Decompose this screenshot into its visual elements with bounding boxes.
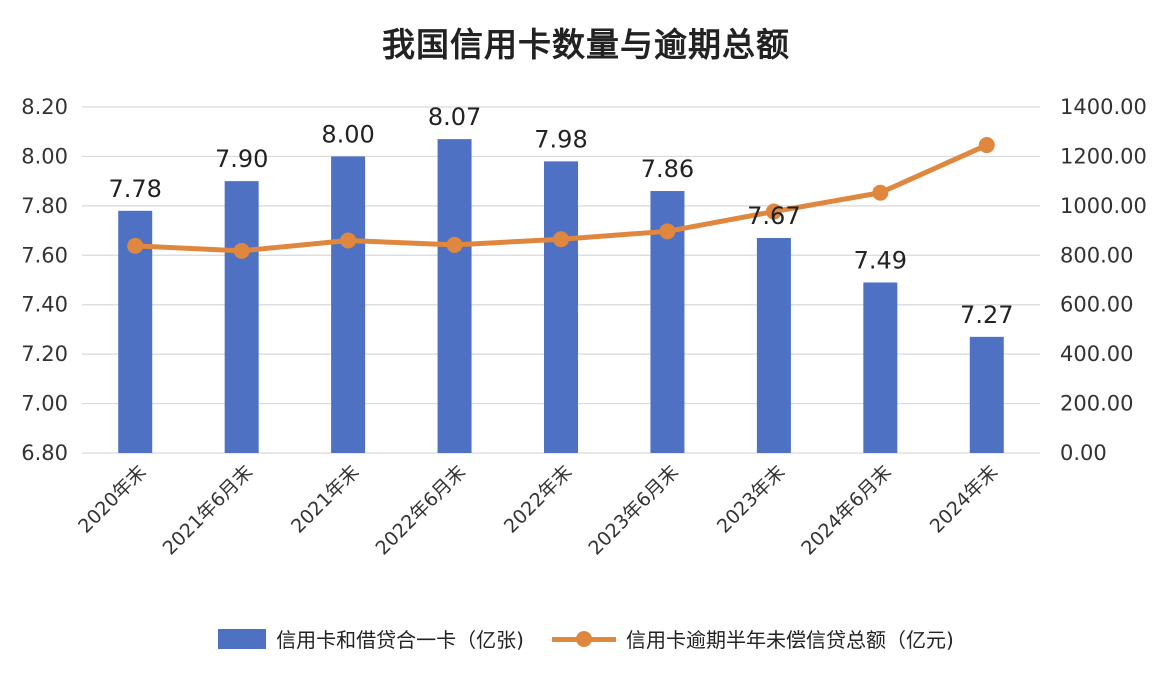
- overdue-point: [233, 242, 250, 259]
- y-right-tick-label: 800.00: [1060, 243, 1133, 267]
- bar: [437, 139, 472, 453]
- bar: [756, 237, 791, 453]
- overdue-point: [659, 223, 676, 240]
- legend-bar-swatch: [218, 628, 267, 649]
- x-tick-label: 2021年6月末: [159, 461, 258, 560]
- overdue-point: [446, 236, 463, 253]
- bar: [331, 156, 366, 453]
- bar: [863, 282, 898, 453]
- bar-data-label: 7.90: [215, 145, 268, 173]
- y-left-tick-label: 8.00: [21, 144, 68, 168]
- bar-data-label: 7.98: [534, 125, 587, 153]
- x-tick-label: 2023年末: [713, 461, 790, 538]
- y-left-tick-label: 8.20: [21, 95, 68, 119]
- bar-data-label: 7.27: [960, 301, 1013, 329]
- y-right-tick-label: 400.00: [1060, 342, 1133, 366]
- overdue-point: [765, 203, 782, 220]
- bar-data-label: 7.78: [109, 175, 162, 203]
- overdue-point: [127, 237, 144, 254]
- x-tick-label: 2023年6月末: [584, 461, 683, 560]
- bar-data-label: 7.67: [747, 202, 800, 230]
- bar-data-label: 8.00: [321, 120, 374, 148]
- legend-label-overdue: 信用卡逾期半年未偿信贷总额（亿元): [626, 628, 954, 652]
- y-left-tick-label: 6.80: [21, 441, 68, 465]
- y-right-tick-label: 1000.00: [1060, 194, 1147, 218]
- y-left-tick-label: 7.00: [21, 392, 68, 416]
- x-tick-label: 2020年末: [74, 461, 151, 538]
- x-tick-label: 2022年6月末: [371, 461, 470, 560]
- y-right-tick-label: 1200.00: [1060, 144, 1147, 168]
- combo-chart: 6.80 7.00 7.20 7.40 7.60 7.80 8.00 8.20 0.00 200.…: [21, 95, 1147, 560]
- overdue-point: [872, 184, 889, 201]
- y-left-tick-label: 7.60: [21, 243, 68, 267]
- overdue-point: [553, 231, 569, 248]
- bar: [224, 181, 259, 453]
- bar-data-label: 7.49: [854, 246, 907, 274]
- y-right-tick-label: 0.00: [1060, 441, 1107, 465]
- x-tick-label: 2024年6月末: [797, 461, 896, 560]
- chart-legend: 信用卡和借贷合一卡（亿张) 信用卡逾期半年未偿信贷总额（亿元): [0, 624, 1172, 653]
- bar: [969, 336, 1004, 453]
- bar: [544, 161, 578, 453]
- legend-item-overdue: 信用卡逾期半年未偿信贷总额（亿元): [552, 624, 954, 653]
- y-left-tick-label: 7.40: [21, 293, 68, 317]
- legend-item-cards: 信用卡和借贷合一卡（亿张): [218, 624, 524, 653]
- bar-data-label: 8.07: [428, 103, 481, 131]
- y-left-tick-label: 7.20: [21, 342, 68, 366]
- legend-line-swatch: [552, 629, 616, 649]
- x-tick-label: 2022年末: [500, 461, 577, 538]
- y-left-tick-label: 7.80: [21, 194, 68, 218]
- x-tick-label: 2021年末: [287, 461, 364, 538]
- legend-label-cards: 信用卡和借贷合一卡（亿张): [276, 628, 524, 652]
- y-right-tick-label: 1400.00: [1060, 95, 1147, 119]
- y-right-tick-label: 600.00: [1060, 293, 1133, 317]
- chart-title: 我国信用卡数量与逾期总额: [382, 25, 790, 64]
- overdue-point: [340, 232, 357, 249]
- y-right-tick-label: 200.00: [1060, 392, 1133, 416]
- bar-data-label: 7.86: [641, 155, 694, 183]
- x-tick-label: 2024年末: [926, 461, 1003, 538]
- overdue-point: [978, 137, 995, 154]
